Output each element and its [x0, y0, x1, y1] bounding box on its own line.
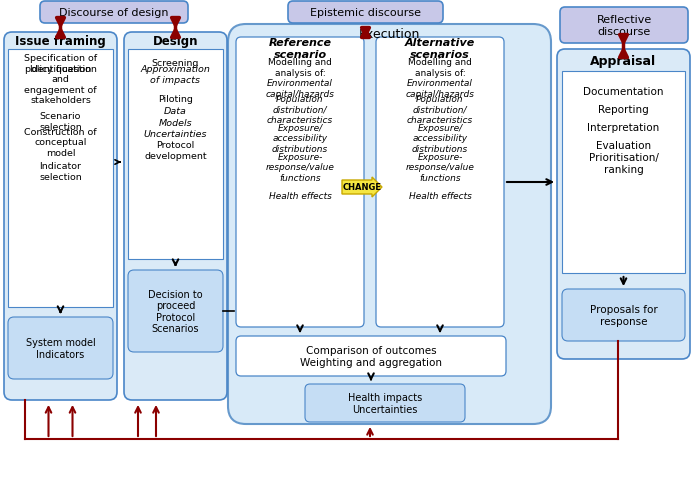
- Text: Prioritisation/
ranking: Prioritisation/ ranking: [589, 153, 659, 174]
- Text: Documentation: Documentation: [583, 87, 664, 97]
- FancyBboxPatch shape: [4, 33, 117, 400]
- Text: Comparison of outcomes
Weighting and aggregation: Comparison of outcomes Weighting and agg…: [300, 346, 442, 367]
- FancyBboxPatch shape: [236, 38, 364, 327]
- Text: CHANGE: CHANGE: [342, 183, 382, 192]
- Text: Exposure-
response/value
functions: Exposure- response/value functions: [405, 153, 475, 182]
- Text: Interpretation: Interpretation: [587, 123, 659, 133]
- Text: Evaluation: Evaluation: [596, 141, 651, 151]
- FancyBboxPatch shape: [228, 25, 551, 424]
- Text: Protocol
development: Protocol development: [144, 141, 206, 160]
- Text: Construction of
conceptual
model: Construction of conceptual model: [25, 128, 97, 157]
- Text: Decision to
proceed
Protocol
Scenarios: Decision to proceed Protocol Scenarios: [148, 289, 203, 334]
- Text: Indicator
selection: Indicator selection: [39, 162, 82, 181]
- Text: Exposure/
accessibility
distributions: Exposure/ accessibility distributions: [412, 124, 468, 154]
- Text: Specification of
policy question: Specification of policy question: [24, 54, 97, 73]
- Text: Proposals for
response: Proposals for response: [589, 305, 657, 326]
- FancyBboxPatch shape: [288, 2, 443, 24]
- Text: Exposure-
response/value
functions: Exposure- response/value functions: [265, 153, 335, 182]
- Text: Reporting: Reporting: [598, 105, 649, 115]
- Text: Health impacts
Uncertainties: Health impacts Uncertainties: [348, 392, 422, 414]
- Text: Health effects: Health effects: [409, 192, 471, 201]
- Text: System model
Indicators: System model Indicators: [26, 337, 95, 359]
- Text: Appraisal: Appraisal: [590, 54, 657, 67]
- FancyBboxPatch shape: [124, 33, 227, 400]
- Text: Health effects: Health effects: [269, 192, 331, 201]
- Text: Data: Data: [164, 106, 187, 115]
- Text: Modelling and
analysis of:: Modelling and analysis of:: [268, 58, 332, 78]
- FancyBboxPatch shape: [560, 8, 688, 44]
- Text: Execution: Execution: [359, 28, 420, 41]
- FancyBboxPatch shape: [8, 317, 113, 379]
- FancyBboxPatch shape: [562, 289, 685, 341]
- Text: Models: Models: [159, 118, 192, 127]
- Text: Issue framing: Issue framing: [15, 36, 106, 48]
- Text: Exposure/
accessibility
distributions: Exposure/ accessibility distributions: [272, 124, 328, 154]
- FancyBboxPatch shape: [236, 336, 506, 376]
- Text: Design: Design: [153, 36, 198, 48]
- Bar: [8, 50, 113, 307]
- Text: Population
distribution/
characteristics: Population distribution/ characteristics: [407, 95, 473, 125]
- Bar: [128, 50, 223, 260]
- Text: Screening: Screening: [152, 59, 200, 67]
- FancyBboxPatch shape: [40, 2, 188, 24]
- Text: Epistemic discourse: Epistemic discourse: [310, 8, 421, 18]
- Text: Identification
and
engagement of
stakeholders: Identification and engagement of stakeho…: [25, 65, 97, 105]
- FancyBboxPatch shape: [128, 270, 223, 352]
- Bar: [562, 72, 685, 274]
- Text: Reflective
discourse: Reflective discourse: [596, 15, 652, 37]
- FancyBboxPatch shape: [376, 38, 504, 327]
- FancyArrow shape: [342, 178, 382, 198]
- FancyBboxPatch shape: [305, 384, 465, 422]
- Text: Approximation
of impacts: Approximation of impacts: [141, 65, 211, 84]
- Text: Population
distribution/
characteristics: Population distribution/ characteristics: [267, 95, 333, 125]
- Text: Alternative
scenarios: Alternative scenarios: [405, 38, 475, 60]
- FancyBboxPatch shape: [557, 50, 690, 359]
- Text: Environmental
capital/hazards: Environmental capital/hazards: [405, 79, 475, 98]
- Text: Scenario
selection: Scenario selection: [39, 112, 82, 132]
- Text: Discourse of design: Discourse of design: [60, 8, 169, 18]
- Text: Modelling and
analysis of:: Modelling and analysis of:: [408, 58, 472, 78]
- Text: Uncertainties: Uncertainties: [144, 130, 207, 139]
- Text: Environmental
capital/hazards: Environmental capital/hazards: [265, 79, 335, 98]
- Text: Piloting: Piloting: [158, 94, 193, 103]
- Text: Reference
scenario: Reference scenario: [269, 38, 332, 60]
